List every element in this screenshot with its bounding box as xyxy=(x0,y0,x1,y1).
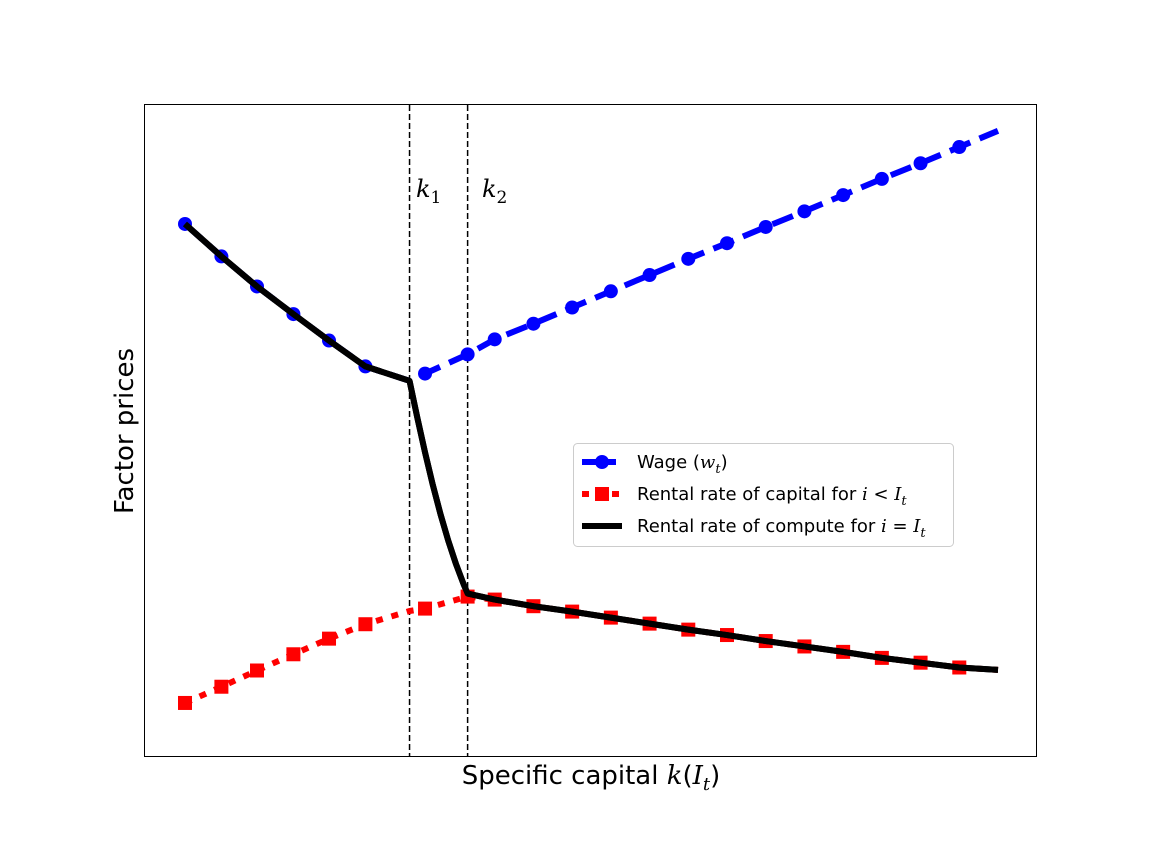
k2-label: k2 xyxy=(482,175,507,208)
series-line-rental-capital xyxy=(183,593,999,706)
point-rental-capital xyxy=(418,601,433,616)
point-wage xyxy=(642,268,657,283)
point-wage xyxy=(952,140,967,155)
point-wage xyxy=(565,300,580,315)
legend-entry-rental-compute: Rental rate of compute for i = It xyxy=(582,516,926,541)
point-wage xyxy=(874,171,889,186)
point-wage xyxy=(526,316,541,331)
point-wage xyxy=(418,366,433,381)
plot-frame xyxy=(144,104,1037,757)
legend: Wage (wt) Rental rate of capital for i < … xyxy=(573,443,954,547)
point-rental-capital xyxy=(250,663,265,678)
point-rental-capital xyxy=(286,647,301,662)
legend-label: Rental rate of compute for i = It xyxy=(637,516,926,541)
point-wage xyxy=(758,219,773,234)
series-rental-capital xyxy=(178,589,999,710)
point-wage xyxy=(836,188,851,203)
point-rental-capital xyxy=(358,617,373,632)
legend-entry-rental-capital: Rental rate of capital for i < It xyxy=(582,484,907,509)
series-line-rental-compute-overlay xyxy=(466,590,999,673)
point-wage xyxy=(681,251,696,266)
legend-label: Wage (wt) xyxy=(637,452,728,477)
legend-entry-wage: Wage (wt) xyxy=(582,452,728,477)
legend-marker xyxy=(595,487,609,501)
vline-layer xyxy=(408,105,469,756)
point-rental-capital xyxy=(322,631,337,646)
legend-entries: Wage (wt) Rental rate of capital for i < … xyxy=(582,452,926,541)
point-wage xyxy=(460,347,475,362)
series-layer xyxy=(178,128,1000,710)
series-line-wage xyxy=(183,128,1000,384)
series-wage xyxy=(178,128,1000,384)
legend-label: Rental rate of capital for i < It xyxy=(637,484,907,509)
point-wage xyxy=(720,236,734,251)
point-wage xyxy=(603,284,618,299)
series-line-rental-compute-overlay-left xyxy=(183,221,471,595)
point-wage xyxy=(487,332,502,347)
y-axis-label: Factor prices xyxy=(110,348,140,514)
legend-marker xyxy=(595,455,609,469)
point-wage xyxy=(797,204,812,219)
k1-label: k1 xyxy=(416,175,441,208)
legend-box xyxy=(573,443,954,547)
x-axis-label: Specific capital k(It) xyxy=(462,761,721,795)
point-wage xyxy=(913,156,928,171)
point-rental-capital xyxy=(214,679,229,694)
point-rental-capital xyxy=(178,695,192,710)
